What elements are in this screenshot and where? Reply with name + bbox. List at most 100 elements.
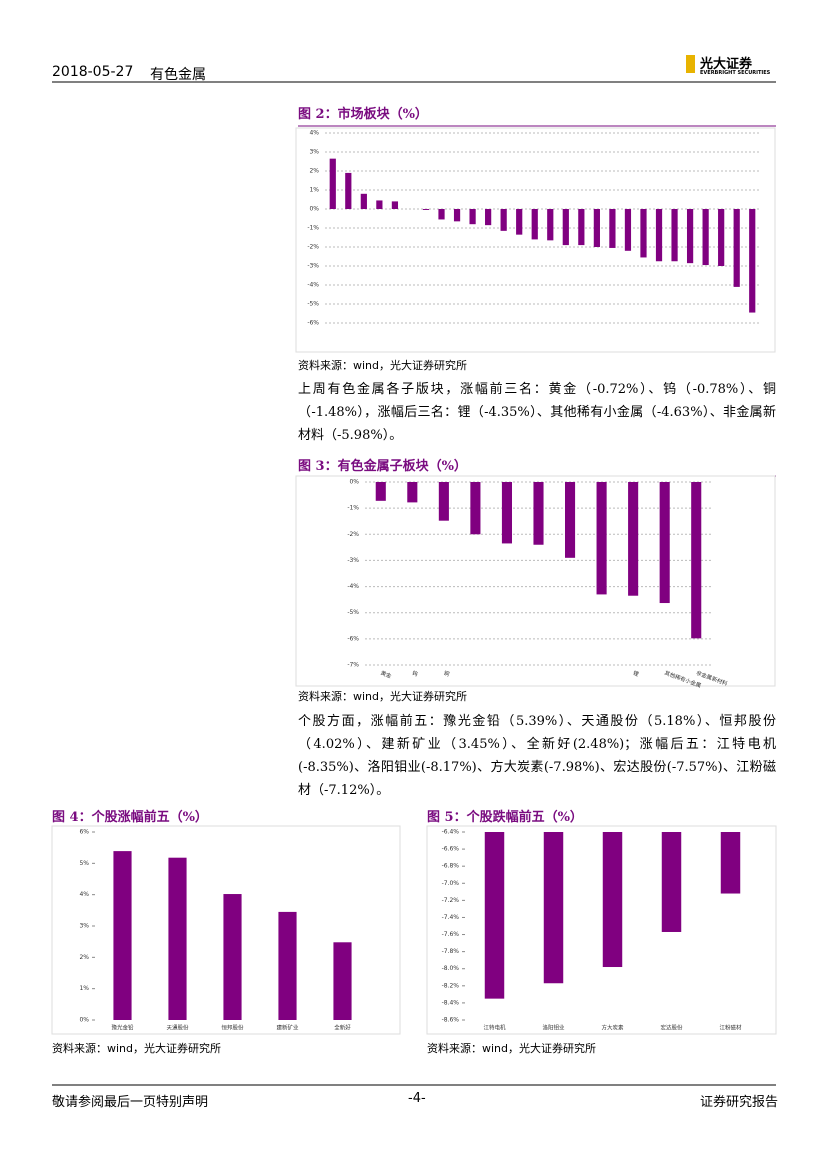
bar	[720, 832, 741, 894]
bar	[547, 209, 554, 241]
x-tick-label: 铜	[443, 669, 451, 679]
y-tick-label: -1%	[307, 225, 319, 232]
y-tick-label: -7.6%	[442, 931, 460, 938]
y-tick-label: 3%	[79, 923, 89, 930]
y-tick-label: -7.0%	[442, 880, 460, 887]
x-tick-label: 江特电机	[483, 1024, 506, 1032]
bar	[500, 209, 507, 231]
bar	[391, 201, 399, 209]
bar	[671, 209, 678, 262]
bar	[438, 482, 449, 521]
chart-frame	[426, 825, 777, 1035]
y-tick-label: 2%	[309, 168, 319, 175]
y-tick-label: -1%	[347, 505, 359, 512]
chart-frame	[51, 825, 401, 1035]
x-tick-label: 全新好	[334, 1024, 351, 1032]
y-tick-label: 0%	[309, 206, 319, 213]
y-tick-label: -6.6%	[442, 846, 460, 853]
bar	[609, 209, 616, 248]
x-tick-label: 宏达股份	[660, 1024, 683, 1032]
figure-source: 资料来源：wind，光大证券研究所	[427, 1042, 597, 1055]
footer-right: 证券研究报告	[700, 1095, 779, 1110]
figure-title: 图 5：个股跌幅前五（%）	[427, 810, 583, 825]
y-tick-label: -8.6%	[442, 1017, 460, 1024]
bar	[168, 857, 187, 1020]
y-tick-label: -3%	[347, 557, 359, 564]
bar	[278, 911, 297, 1020]
bar	[223, 894, 242, 1020]
bar	[422, 209, 430, 210]
bar	[640, 209, 647, 258]
y-tick-label: -4%	[347, 583, 359, 590]
bar	[438, 209, 445, 220]
bar	[733, 209, 740, 287]
y-tick-label: -6%	[307, 320, 319, 327]
bar	[113, 851, 132, 1020]
bar	[659, 482, 670, 604]
y-tick-label: -7.2%	[442, 897, 460, 904]
y-tick-label: 0%	[79, 1017, 89, 1024]
bar	[484, 832, 505, 999]
y-tick-label: -2%	[347, 531, 359, 538]
paragraph: 个股方面，涨幅前五：豫光金铅（5.39%）、天通股份（5.18%）、恒邦股份（4…	[298, 714, 776, 798]
footer-center: -4-	[408, 1091, 426, 1106]
y-tick-label: 4%	[79, 891, 89, 898]
figure-source: 资料来源：wind，光大证券研究所	[298, 690, 468, 703]
bar	[543, 832, 564, 984]
figure-source: 资料来源：wind，光大证券研究所	[52, 1042, 222, 1055]
x-tick-label: 锂	[632, 669, 640, 679]
bar	[661, 832, 682, 932]
header-date: 2018-05-27	[52, 64, 134, 80]
x-tick-label: 黄金	[380, 669, 394, 680]
bar	[593, 209, 600, 247]
y-tick-label: -8.4%	[442, 999, 460, 1006]
bar	[718, 209, 725, 266]
y-tick-label: -5%	[307, 301, 319, 308]
figure-title: 图 3：有色金属子板块（%）	[298, 459, 467, 474]
x-tick-label: 江粉磁材	[719, 1024, 742, 1032]
chart-frame	[295, 475, 776, 687]
bar	[749, 209, 756, 313]
bar	[375, 482, 386, 501]
figure-title: 图 2：市场板块（%）	[298, 107, 428, 122]
x-tick-label: 恒邦股份	[221, 1024, 244, 1032]
bar	[376, 200, 383, 209]
y-tick-label: 2%	[79, 954, 89, 961]
bar	[533, 482, 544, 545]
chart-frame	[295, 127, 776, 353]
y-tick-label: -6.8%	[442, 863, 460, 870]
y-tick-label: -8.2%	[442, 982, 460, 989]
bar	[345, 172, 352, 209]
bar	[564, 482, 576, 558]
figure-source: 资料来源：wind，光大证券研究所	[298, 359, 468, 372]
x-tick-label: 建新矿业	[276, 1024, 299, 1032]
y-tick-label: 4%	[309, 130, 319, 137]
bar	[691, 482, 702, 639]
x-tick-label: 钨	[411, 669, 419, 679]
y-tick-label: -5%	[347, 609, 359, 616]
bar	[602, 832, 623, 968]
y-tick-label: 1%	[79, 985, 89, 992]
y-tick-label: -8.0%	[442, 965, 460, 972]
y-tick-label: -2%	[307, 244, 319, 251]
logo-en: EVERBRIGHT SECURITIES	[700, 70, 771, 76]
y-tick-label: 5%	[79, 860, 89, 867]
bar	[469, 209, 476, 225]
y-tick-label: -7.4%	[442, 914, 460, 921]
y-tick-label: -6%	[347, 635, 359, 642]
bar	[329, 158, 336, 209]
y-tick-label: -7.8%	[442, 948, 460, 955]
y-tick-label: -7%	[347, 662, 359, 669]
bar	[360, 193, 367, 209]
y-tick-label: 3%	[309, 149, 319, 156]
footer-left: 敬请参阅最后一页特别声明	[52, 1095, 209, 1110]
paragraph: 上周有色金属各子版块，涨幅前三名：黄金（-0.72%）、钨（-0.78%）、铜（…	[298, 382, 776, 443]
bar	[453, 209, 461, 222]
bar	[702, 209, 709, 266]
x-tick-label: 洛阳钼业	[542, 1024, 565, 1032]
bar	[624, 209, 632, 251]
bar	[655, 209, 663, 262]
bar	[578, 209, 585, 246]
